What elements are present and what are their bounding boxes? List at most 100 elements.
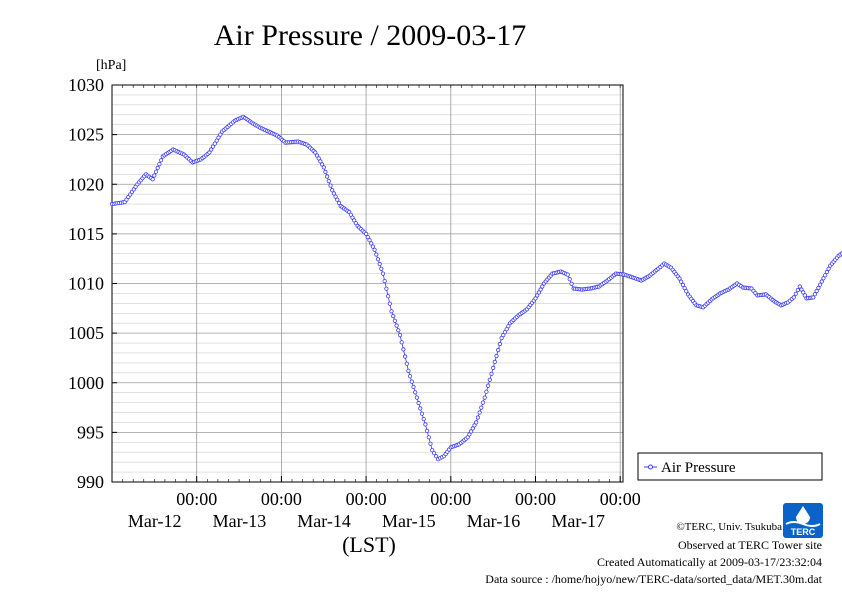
data-point bbox=[492, 359, 497, 364]
data-point bbox=[323, 169, 328, 174]
x-tick-label-date: Mar-13 bbox=[213, 511, 267, 531]
data-point bbox=[382, 278, 387, 284]
data-point bbox=[814, 288, 819, 294]
data-point bbox=[494, 353, 499, 359]
data-point bbox=[817, 282, 823, 287]
data-point bbox=[389, 309, 394, 314]
legend-label: Air Pressure bbox=[661, 460, 736, 476]
x-tick-label-time: 00:00 bbox=[515, 489, 556, 509]
data-point bbox=[540, 284, 545, 289]
data-point bbox=[406, 368, 411, 373]
data-point bbox=[394, 323, 399, 328]
data-point bbox=[795, 287, 800, 293]
data-point bbox=[326, 179, 331, 184]
data-point bbox=[153, 169, 159, 174]
data-point bbox=[811, 295, 816, 300]
data-point bbox=[467, 432, 472, 437]
data-point bbox=[374, 252, 379, 257]
y-tick-label: 1030 bbox=[68, 75, 104, 95]
data-point bbox=[468, 429, 474, 434]
data-point bbox=[333, 194, 338, 199]
data-point bbox=[387, 301, 392, 306]
x-tick-label-date: Mar-12 bbox=[128, 511, 182, 531]
data-point bbox=[411, 384, 416, 389]
data-point bbox=[407, 374, 413, 379]
data-point bbox=[209, 147, 214, 152]
data-point bbox=[212, 141, 217, 146]
y-tick-label: 1015 bbox=[68, 224, 104, 244]
x-tick-label-date: Mar-15 bbox=[382, 511, 436, 531]
data-point bbox=[335, 197, 340, 202]
data-point bbox=[472, 423, 477, 428]
data-point bbox=[401, 347, 406, 352]
footer-observed: Observed at TERC Tower site bbox=[677, 538, 822, 552]
data-point bbox=[399, 340, 404, 345]
data-point bbox=[421, 416, 426, 422]
data-point bbox=[431, 451, 437, 456]
data-point bbox=[475, 415, 480, 420]
y-tick-label: 995 bbox=[77, 422, 104, 442]
data-point bbox=[567, 277, 572, 282]
y-tick-label: 1020 bbox=[68, 174, 104, 194]
data-point bbox=[330, 188, 335, 193]
data-point bbox=[684, 289, 689, 294]
data-point bbox=[377, 261, 382, 267]
y-tick-labels: 990 995 1000 1005 1010 1015 1020 1025 1030 bbox=[68, 75, 104, 492]
data-point bbox=[477, 410, 482, 415]
legend-swatch-marker bbox=[648, 464, 653, 470]
data-point bbox=[214, 138, 219, 143]
data-point bbox=[159, 158, 164, 163]
data-point bbox=[791, 295, 796, 300]
data-point bbox=[433, 454, 439, 459]
data-point bbox=[157, 162, 162, 167]
legend-box bbox=[637, 452, 823, 481]
data-point bbox=[336, 200, 342, 205]
data-point bbox=[426, 435, 431, 440]
data-point bbox=[155, 165, 160, 170]
data-point bbox=[821, 276, 826, 281]
footer-copyright: ©TERC, Univ. Tsukuba bbox=[676, 521, 782, 533]
data-point bbox=[680, 282, 686, 287]
x-axis-label: (LST) bbox=[342, 532, 396, 557]
data-point bbox=[414, 395, 419, 400]
data-point bbox=[418, 406, 423, 411]
data-point bbox=[682, 285, 687, 291]
legend: Air Pressure bbox=[637, 452, 823, 481]
terc-logo: TERC bbox=[783, 503, 823, 538]
logo-text: TERC bbox=[791, 527, 816, 537]
data-point bbox=[384, 286, 389, 291]
data-point bbox=[365, 235, 370, 240]
y-tick-label: 990 bbox=[77, 472, 104, 492]
data-point bbox=[324, 174, 330, 179]
data-point bbox=[150, 177, 155, 182]
data-point bbox=[533, 296, 538, 301]
data-point bbox=[318, 159, 323, 164]
data-point bbox=[802, 293, 807, 298]
data-point bbox=[370, 244, 375, 249]
data-point bbox=[396, 328, 401, 333]
data-point bbox=[413, 390, 418, 395]
data-point bbox=[210, 144, 216, 149]
data-point bbox=[319, 162, 325, 167]
data-point bbox=[489, 371, 494, 376]
data-point bbox=[313, 150, 318, 155]
data-point bbox=[392, 318, 397, 323]
data-point bbox=[826, 266, 831, 271]
data-point bbox=[565, 272, 570, 277]
data-point bbox=[409, 379, 414, 384]
data-point bbox=[823, 273, 828, 278]
data-point bbox=[416, 400, 421, 406]
x-tick-label-time: 00:00 bbox=[176, 489, 217, 509]
data-point bbox=[216, 135, 221, 140]
y-tick-label: 1010 bbox=[68, 274, 104, 294]
data-point bbox=[152, 173, 157, 178]
y-tick-label: 1025 bbox=[68, 125, 104, 145]
data-point bbox=[677, 276, 682, 281]
data-point bbox=[379, 266, 384, 271]
data-point bbox=[391, 313, 396, 319]
data-point bbox=[328, 183, 333, 188]
data-point bbox=[501, 332, 506, 338]
data-point bbox=[428, 441, 433, 446]
data-point bbox=[430, 448, 435, 453]
